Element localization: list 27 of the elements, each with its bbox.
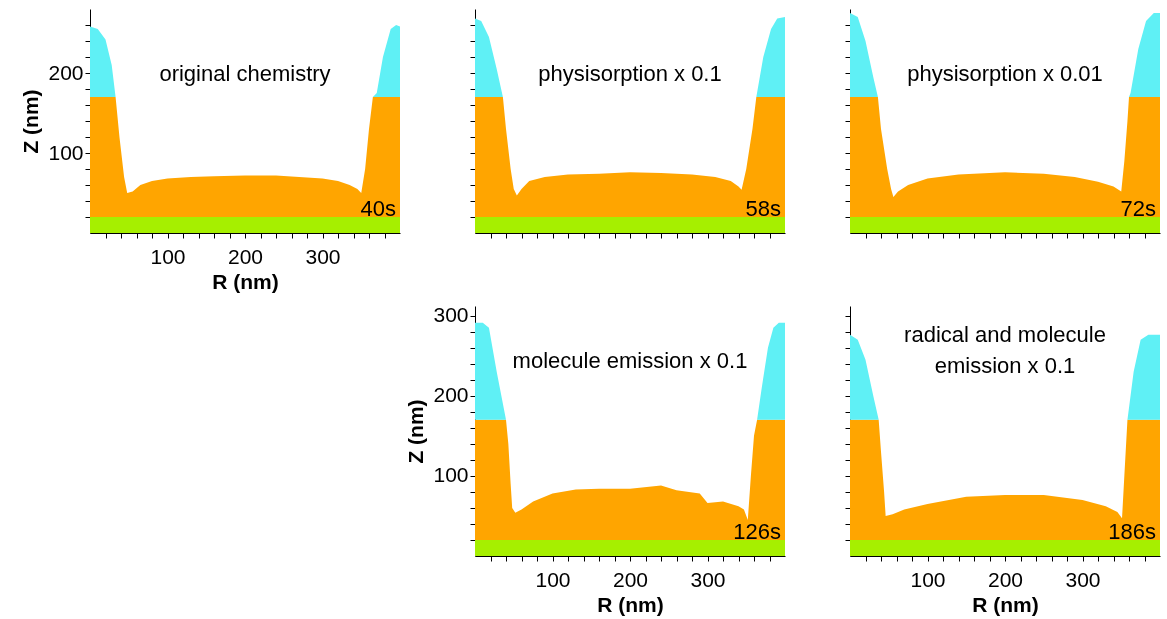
x-axis-title: R (nm)	[972, 592, 1039, 616]
annotation: 58s	[745, 196, 781, 221]
x-tick-label: 100	[910, 567, 946, 591]
x-tick-label: 200	[987, 567, 1024, 591]
text: physisorption x 0.1	[538, 61, 722, 86]
x-tick-label: 100	[150, 244, 186, 268]
x-tick-label: 100	[535, 567, 571, 591]
y-tick-label: 200	[433, 383, 469, 407]
text: molecule emission x 0.1	[512, 348, 748, 373]
annotation: 186s	[1108, 519, 1156, 544]
y-tick-label: 100	[433, 463, 469, 487]
x-tick-label: 200	[227, 244, 264, 268]
x-axis-title: R (nm)	[212, 269, 279, 293]
annotation: 126s	[733, 519, 781, 544]
x-tick-label: 200	[612, 567, 649, 591]
text: original chemistry	[159, 61, 331, 86]
y-axis-title: Z (nm)	[404, 399, 428, 464]
annotation: 72s	[1120, 196, 1156, 221]
x-tick-label: 300	[690, 567, 726, 591]
y-tick-label: 300	[433, 303, 469, 327]
text: physisorption x 0.01	[907, 61, 1103, 86]
x-axis-title: R (nm)	[597, 592, 664, 616]
x-tick-label: 300	[305, 244, 341, 268]
annotation: 40s	[360, 196, 396, 221]
x-tick-label: 300	[1065, 567, 1101, 591]
text: radical and molecule emission x 0.1	[904, 322, 1106, 378]
y-axis-title: Z (nm)	[19, 89, 43, 154]
